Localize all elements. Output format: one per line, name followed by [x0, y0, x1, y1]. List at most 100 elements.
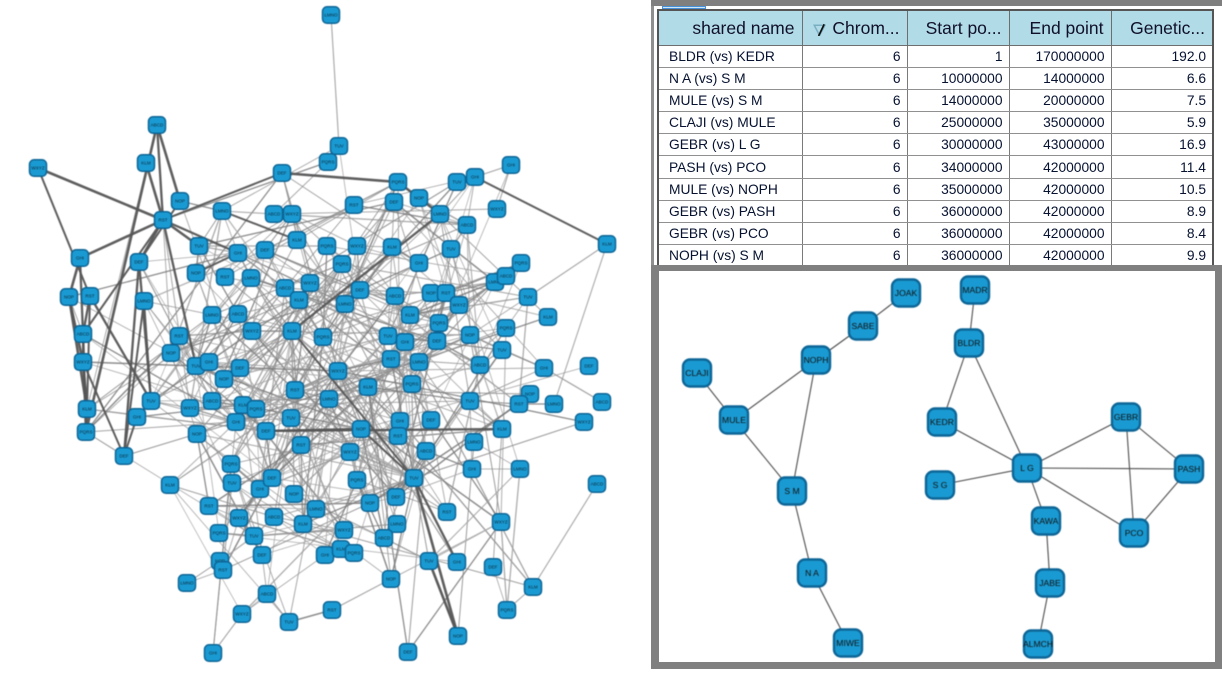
svg-text:LMNO: LMNO — [137, 299, 151, 304]
svg-text:ABCD: ABCD — [596, 400, 609, 405]
svg-text:TUV: TUV — [465, 399, 475, 404]
svg-text:TUV: TUV — [146, 399, 156, 404]
svg-text:GHI: GHI — [133, 415, 141, 420]
svg-text:PQRS: PQRS — [514, 261, 527, 266]
svg-text:GHI: GHI — [205, 360, 213, 365]
svg-text:NOPH: NOPH — [804, 355, 829, 365]
svg-text:TUV: TUV — [446, 247, 456, 252]
svg-text:PQRS: PQRS — [405, 382, 418, 387]
svg-text:NOP: NOP — [289, 492, 299, 497]
svg-text:WXYZ: WXYZ — [245, 329, 258, 334]
svg-text:PQRS: PQRS — [499, 326, 512, 331]
svg-text:ABCD: ABCD — [420, 449, 433, 454]
svg-text:DEF: DEF — [391, 495, 400, 500]
svg-text:KLM: KLM — [363, 385, 373, 390]
svg-text:NOP: NOP — [386, 577, 396, 582]
svg-text:GHI: GHI — [396, 419, 404, 424]
svg-text:ABCD: ABCD — [232, 312, 245, 317]
svg-text:PQRS: PQRS — [224, 462, 237, 467]
svg-text:PQRS: PQRS — [350, 478, 363, 483]
svg-text:WXYZ: WXYZ — [76, 360, 89, 365]
svg-text:TUV: TUV — [523, 295, 533, 300]
svg-text:PQRS: PQRS — [321, 160, 334, 165]
svg-text:DEF: DEF — [403, 650, 412, 655]
svg-text:WXYZ: WXYZ — [343, 450, 356, 455]
svg-text:WXYZ: WXYZ — [285, 212, 298, 217]
svg-text:LMNO: LMNO — [215, 209, 229, 214]
svg-text:JABE: JABE — [1039, 578, 1061, 588]
svg-text:WXYZ: WXYZ — [235, 612, 248, 617]
svg-text:KLM: KLM — [292, 238, 302, 243]
svg-text:WXYZ: WXYZ — [490, 207, 503, 212]
svg-text:GHI: GHI — [321, 553, 329, 558]
svg-text:GHI: GHI — [401, 340, 409, 345]
svg-text:DEF: DEF — [584, 364, 593, 369]
svg-text:NOP: NOP — [356, 427, 366, 432]
svg-text:KLM: KLM — [238, 403, 248, 408]
svg-text:WXYZ: WXYZ — [452, 303, 465, 308]
svg-text:GHI: GHI — [415, 261, 423, 266]
svg-text:DEF: DEF — [119, 454, 128, 459]
svg-text:RST: RST — [174, 334, 183, 339]
svg-text:GHI: GHI — [507, 163, 515, 168]
svg-text:LMNO: LMNO — [180, 581, 194, 586]
svg-text:PCO: PCO — [1125, 528, 1144, 538]
svg-text:RST: RST — [296, 443, 305, 448]
svg-text:PQRS: PQRS — [335, 262, 348, 267]
svg-text:ABCD: ABCD — [151, 123, 164, 128]
svg-text:S G: S G — [933, 480, 948, 490]
svg-text:TUV: TUV — [286, 416, 296, 421]
svg-text:RST: RST — [393, 434, 402, 439]
svg-text:DEF: DEF — [257, 553, 266, 558]
svg-text:RST: RST — [514, 402, 523, 407]
svg-text:NOP: NOP — [192, 432, 202, 437]
svg-text:TUV: TUV — [284, 620, 294, 625]
svg-text:KLM: KLM — [528, 585, 538, 590]
svg-text:GHI: GHI — [209, 651, 217, 656]
svg-text:NOP: NOP — [219, 377, 229, 382]
svg-text:ABCD: ABCD — [268, 212, 281, 217]
svg-text:PQRS: PQRS — [320, 244, 333, 249]
svg-text:PQRS: PQRS — [500, 608, 513, 613]
svg-text:NOP: NOP — [414, 196, 424, 201]
svg-text:ABCD: ABCD — [77, 332, 90, 337]
svg-text:NOP: NOP — [465, 333, 475, 338]
svg-text:ABCD: ABCD — [389, 294, 402, 299]
svg-text:KLM: KLM — [543, 315, 553, 320]
svg-text:GHI: GHI — [76, 256, 84, 261]
svg-text:GHI: GHI — [453, 560, 461, 565]
svg-text:PQRS: PQRS — [249, 407, 262, 412]
svg-text:RST: RST — [290, 388, 299, 393]
svg-text:TUV: TUV — [334, 144, 344, 149]
svg-text:PQRS: PQRS — [316, 335, 329, 340]
svg-text:ABCD: ABCD — [500, 274, 513, 279]
svg-text:RST: RST — [349, 203, 358, 208]
svg-text:LMNO: LMNO — [309, 507, 323, 512]
svg-text:TUV: TUV — [191, 364, 201, 369]
svg-text:NOP: NOP — [191, 271, 201, 276]
svg-text:WXYZ: WXYZ — [303, 281, 316, 286]
svg-text:KLM: KLM — [141, 161, 151, 166]
svg-text:BLDR: BLDR — [958, 338, 981, 348]
svg-text:RST: RST — [386, 357, 395, 362]
svg-text:NOP: NOP — [166, 351, 176, 356]
svg-text:WXYZ: WXYZ — [31, 166, 44, 171]
svg-text:S M: S M — [784, 486, 799, 496]
svg-text:RST: RST — [220, 275, 229, 280]
svg-text:WXYZ: WXYZ — [494, 520, 507, 525]
svg-text:NOP: NOP — [365, 501, 375, 506]
svg-text:PQRS: PQRS — [212, 531, 225, 536]
svg-text:RST: RST — [442, 510, 451, 515]
svg-text:NOP: NOP — [453, 634, 463, 639]
svg-text:NOP: NOP — [64, 295, 74, 300]
svg-text:WXYZ: WXYZ — [337, 528, 350, 533]
svg-text:CLAJI: CLAJI — [685, 368, 708, 378]
svg-text:WXYZ: WXYZ — [331, 369, 344, 374]
svg-text:L G: L G — [1020, 463, 1034, 473]
svg-text:N A: N A — [805, 568, 819, 578]
svg-text:NOP: NOP — [175, 199, 185, 204]
svg-text:KLM: KLM — [336, 547, 346, 552]
svg-text:RST: RST — [441, 291, 450, 296]
svg-text:RST: RST — [158, 218, 167, 223]
svg-text:TUV: TUV — [409, 476, 419, 481]
